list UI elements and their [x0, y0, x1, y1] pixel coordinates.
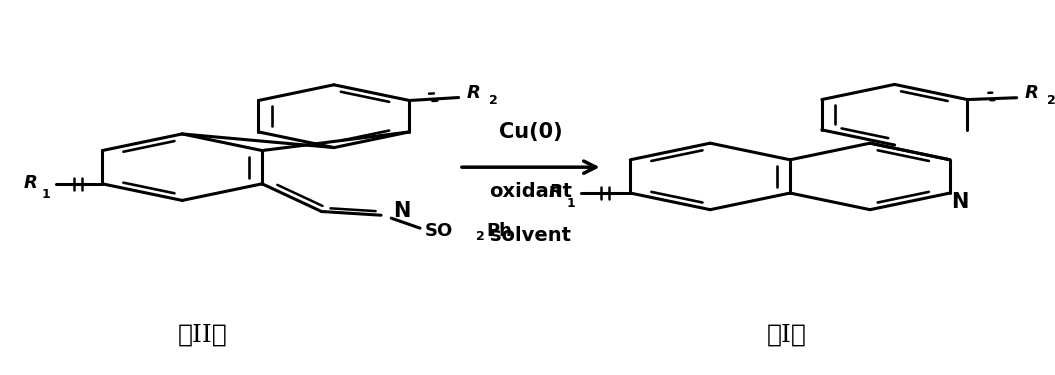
Text: R: R [24, 174, 38, 192]
Text: 1: 1 [567, 197, 575, 210]
Text: 1: 1 [41, 188, 51, 201]
Text: Cu(0): Cu(0) [499, 122, 562, 142]
Text: R: R [1024, 84, 1039, 102]
Text: 2: 2 [477, 230, 485, 243]
Text: solvent: solvent [491, 226, 571, 245]
Text: N: N [394, 201, 410, 221]
Text: SO: SO [425, 222, 454, 240]
Text: （I）: （I） [767, 324, 807, 347]
Text: N: N [952, 192, 968, 212]
Text: oxidant: oxidant [490, 182, 572, 201]
Text: Ph: Ph [486, 222, 513, 240]
Text: R: R [549, 183, 562, 201]
Text: 2: 2 [1048, 94, 1055, 107]
Text: 2: 2 [490, 94, 498, 107]
Text: R: R [466, 84, 481, 102]
Text: （II）: （II） [178, 324, 228, 347]
